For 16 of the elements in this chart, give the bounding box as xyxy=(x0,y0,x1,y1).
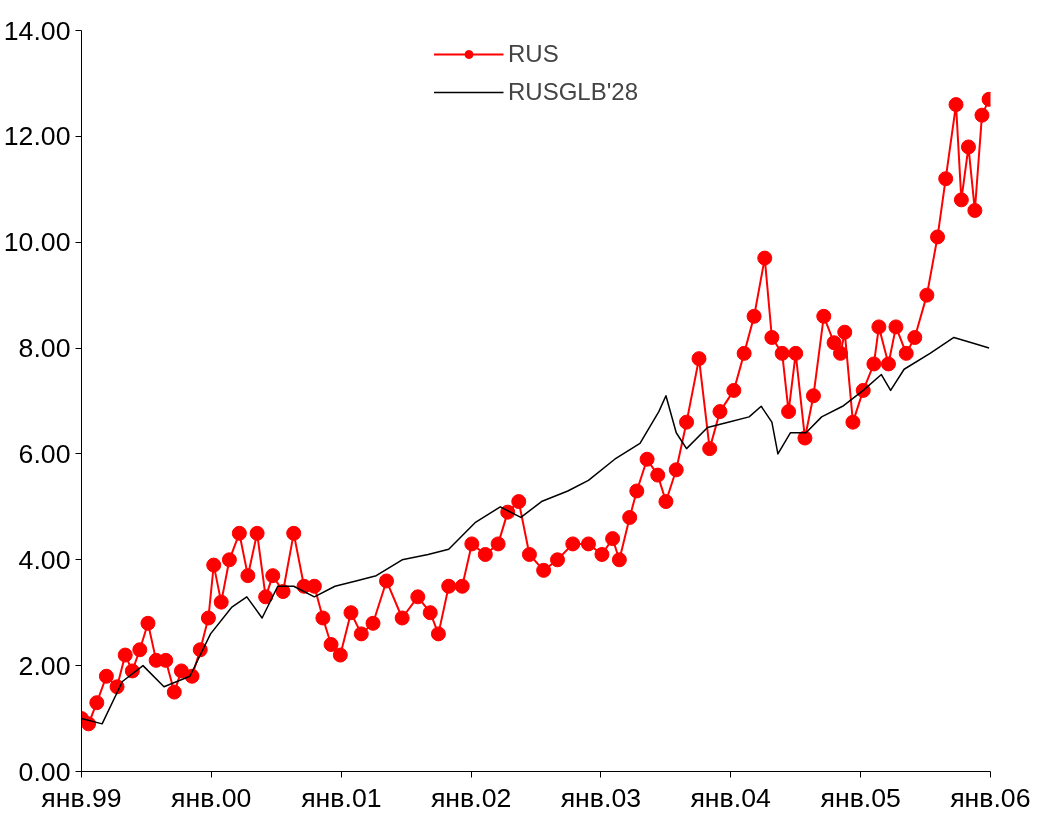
y-tick-label: 10.00 xyxy=(3,227,71,258)
x-tick-label: янв.06 xyxy=(950,782,1031,813)
x-tick-label: янв.03 xyxy=(560,782,642,813)
y-tick-label: 2.00 xyxy=(18,650,71,681)
x-tick-label: янв.00 xyxy=(171,782,252,813)
y-tick-label: 8.00 xyxy=(18,333,71,364)
y-tick-label: 6.00 xyxy=(18,438,71,469)
x-tick-label: янв.05 xyxy=(820,782,901,813)
y-tick-label: 4.00 xyxy=(18,544,71,575)
x-tick-label: янв.02 xyxy=(430,782,512,813)
legend-label: RUS xyxy=(508,40,559,68)
y-tick-label: 12.00 xyxy=(3,121,71,152)
x-tick-label: янв.01 xyxy=(301,782,382,813)
x-tick-label: янв.04 xyxy=(690,782,771,813)
legend-label: RUSGLB'28 xyxy=(508,78,638,106)
y-tick-label: 14.00 xyxy=(3,15,71,46)
